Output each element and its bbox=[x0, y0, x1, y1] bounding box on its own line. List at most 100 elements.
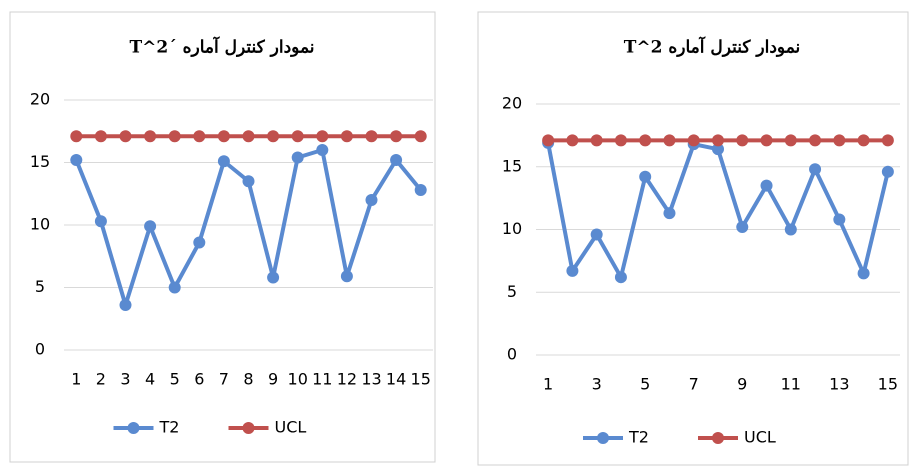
point bbox=[291, 151, 304, 164]
point bbox=[119, 130, 132, 143]
legend-marker bbox=[127, 422, 140, 434]
legend-marker bbox=[597, 432, 609, 444]
x-tick-label: 10 bbox=[288, 370, 308, 389]
point bbox=[542, 134, 555, 147]
point bbox=[857, 267, 870, 280]
y-tick-label: 0 bbox=[507, 345, 517, 364]
point bbox=[712, 143, 724, 156]
panel bbox=[477, 11, 909, 466]
x-tick-label: 9 bbox=[268, 370, 278, 389]
point bbox=[663, 207, 676, 220]
x-tick-label: 7 bbox=[219, 370, 229, 389]
point bbox=[193, 130, 206, 143]
point bbox=[881, 165, 894, 178]
x-tick-label: 3 bbox=[120, 370, 130, 389]
point bbox=[242, 175, 255, 188]
point bbox=[833, 134, 846, 147]
point bbox=[614, 134, 627, 147]
point bbox=[168, 130, 181, 143]
x-tick-label: 6 bbox=[194, 370, 204, 389]
point bbox=[94, 130, 107, 143]
legend-label: UCL bbox=[275, 418, 307, 437]
point bbox=[760, 134, 773, 147]
point bbox=[566, 134, 579, 147]
point bbox=[414, 184, 427, 196]
point bbox=[590, 228, 603, 241]
x-tick-label: 7 bbox=[689, 375, 699, 394]
point bbox=[390, 154, 403, 166]
point bbox=[414, 130, 427, 143]
y-tick-label: 10 bbox=[502, 219, 522, 238]
x-tick-label: 9 bbox=[737, 375, 747, 394]
point bbox=[340, 270, 353, 283]
point bbox=[217, 130, 230, 143]
chart-title: نمودار کنترل آماره T^2 bbox=[624, 36, 801, 58]
point bbox=[144, 130, 157, 143]
point bbox=[70, 154, 83, 166]
point bbox=[760, 179, 773, 192]
point bbox=[687, 134, 700, 147]
point bbox=[712, 134, 724, 147]
x-tick-label: 12 bbox=[337, 370, 357, 389]
point bbox=[736, 134, 749, 147]
x-tick-label: 8 bbox=[243, 370, 253, 389]
y-tick-label: 15 bbox=[30, 152, 50, 171]
point bbox=[168, 281, 181, 294]
y-tick-label: 10 bbox=[30, 215, 50, 234]
point bbox=[291, 130, 304, 143]
point bbox=[390, 130, 403, 143]
legend-marker bbox=[712, 432, 724, 444]
chart-title: نمودار کنترل آماره ´T^2 bbox=[129, 36, 314, 58]
x-tick-label: 11 bbox=[312, 370, 332, 389]
legend-label: T2 bbox=[159, 418, 180, 437]
point bbox=[144, 220, 157, 233]
point bbox=[590, 134, 603, 147]
y-tick-label: 5 bbox=[35, 277, 45, 296]
x-tick-label: 5 bbox=[170, 370, 180, 389]
point bbox=[614, 271, 627, 284]
point bbox=[566, 264, 579, 277]
x-tick-label: 13 bbox=[829, 375, 849, 394]
point bbox=[316, 144, 329, 156]
x-tick-label: 15 bbox=[411, 370, 431, 389]
point bbox=[217, 155, 230, 168]
y-tick-label: 15 bbox=[502, 156, 522, 175]
panel bbox=[9, 11, 436, 463]
point bbox=[242, 130, 255, 143]
legend-label: UCL bbox=[744, 428, 776, 447]
point bbox=[809, 163, 822, 176]
point bbox=[119, 299, 132, 311]
point bbox=[267, 130, 280, 143]
x-tick-label: 2 bbox=[96, 370, 106, 389]
x-tick-label: 15 bbox=[878, 375, 898, 394]
point bbox=[340, 130, 353, 143]
x-tick-label: 3 bbox=[592, 375, 602, 394]
x-tick-label: 14 bbox=[386, 370, 406, 389]
y-tick-label: 20 bbox=[30, 90, 50, 109]
x-tick-label: 1 bbox=[543, 375, 553, 394]
point bbox=[365, 194, 378, 206]
legend-label: T2 bbox=[628, 428, 649, 447]
point bbox=[833, 213, 846, 226]
legend-marker bbox=[242, 422, 255, 434]
point bbox=[70, 130, 83, 143]
x-tick-label: 1 bbox=[71, 370, 81, 389]
point bbox=[784, 223, 797, 236]
y-tick-label: 20 bbox=[502, 94, 522, 113]
point bbox=[736, 220, 749, 233]
point bbox=[365, 130, 378, 143]
x-tick-label: 5 bbox=[640, 375, 650, 394]
point bbox=[267, 271, 280, 284]
point bbox=[316, 130, 329, 143]
y-tick-label: 0 bbox=[35, 340, 45, 359]
point bbox=[663, 134, 676, 147]
point bbox=[639, 170, 652, 183]
x-tick-label: 11 bbox=[781, 375, 801, 394]
point bbox=[639, 134, 652, 147]
x-tick-label: 4 bbox=[145, 370, 155, 389]
point bbox=[784, 134, 797, 147]
point bbox=[881, 134, 894, 147]
y-tick-label: 5 bbox=[507, 282, 517, 301]
